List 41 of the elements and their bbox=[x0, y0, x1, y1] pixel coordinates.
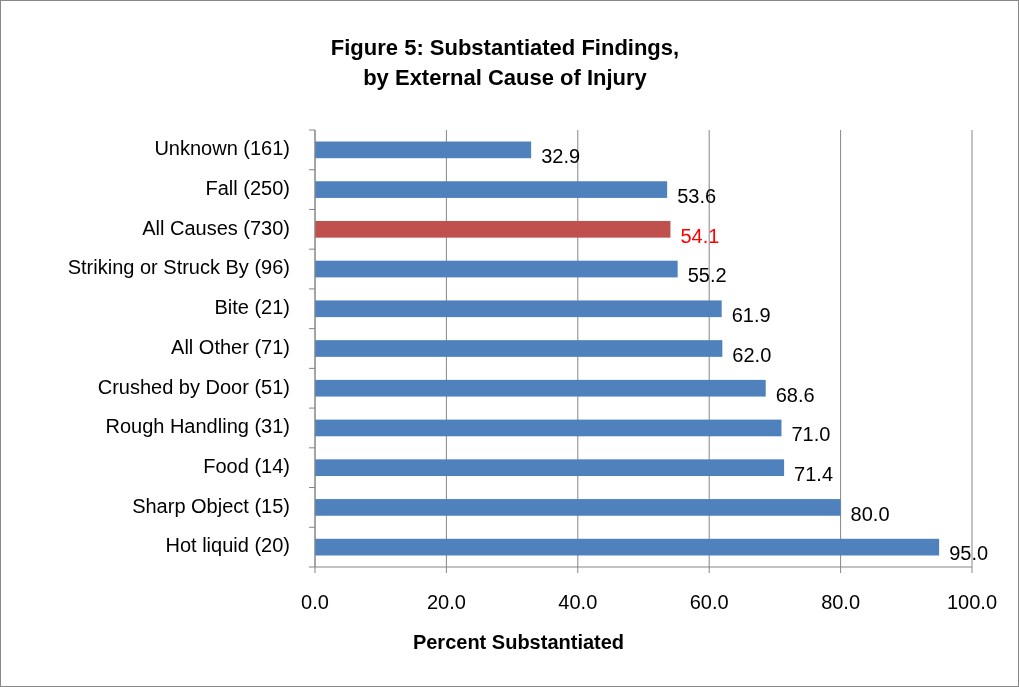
y-tick-label: Bite (21) bbox=[214, 296, 290, 319]
x-tick-label: 40.0 bbox=[558, 591, 598, 613]
x-axis-title: Percent Substantiated bbox=[412, 631, 625, 653]
bar bbox=[315, 181, 668, 198]
bar bbox=[315, 419, 782, 437]
x-tick-label: 100.0 bbox=[946, 591, 998, 613]
data-label: 61.9 bbox=[731, 304, 771, 327]
bar bbox=[315, 459, 785, 477]
data-label: 71.0 bbox=[791, 423, 831, 446]
y-tick-label: Fall (250) bbox=[205, 176, 290, 199]
y-tick-label: Food (14) bbox=[203, 454, 290, 477]
y-tick-label: Unknown (161) bbox=[154, 137, 290, 160]
x-tick-label: 20.0 bbox=[426, 591, 466, 613]
data-label: 32.9 bbox=[541, 145, 581, 168]
bar bbox=[315, 538, 940, 556]
bar bbox=[315, 220, 671, 238]
bar bbox=[315, 499, 841, 516]
x-tick-label: 0.0 bbox=[301, 591, 329, 613]
data-label: 80.0 bbox=[850, 502, 890, 525]
bar bbox=[315, 260, 678, 278]
data-label: 53.6 bbox=[677, 184, 717, 207]
data-label: 68.6 bbox=[775, 383, 815, 406]
y-tick-label: All Causes (730) bbox=[142, 216, 290, 239]
chart-title: Figure 5: Substantiated Findings, by External Cause of Injury bbox=[330, 35, 680, 90]
bar bbox=[315, 379, 766, 397]
x-tick-label: 60.0 bbox=[689, 591, 729, 613]
y-tick-label: Hot liquid (20) bbox=[165, 534, 290, 557]
bar bbox=[315, 141, 532, 159]
bar bbox=[315, 300, 722, 318]
x-tick-label: 80.0 bbox=[821, 591, 861, 613]
bar bbox=[315, 340, 723, 357]
y-tick-label: Rough Handling (31) bbox=[105, 415, 290, 438]
y-tick-label: Sharp Object (15) bbox=[132, 494, 290, 517]
data-label: 71.4 bbox=[794, 462, 834, 485]
data-label: 62.0 bbox=[732, 343, 772, 366]
data-label: 54.1 bbox=[680, 224, 720, 247]
y-tick-label: All Other (71) bbox=[171, 335, 290, 358]
data-label: 95.0 bbox=[949, 542, 989, 565]
y-tick-label: Crushed by Door (51) bbox=[97, 375, 290, 398]
y-tick-label: Striking or Struck By (96) bbox=[67, 256, 290, 279]
data-label: 55.2 bbox=[687, 264, 727, 287]
